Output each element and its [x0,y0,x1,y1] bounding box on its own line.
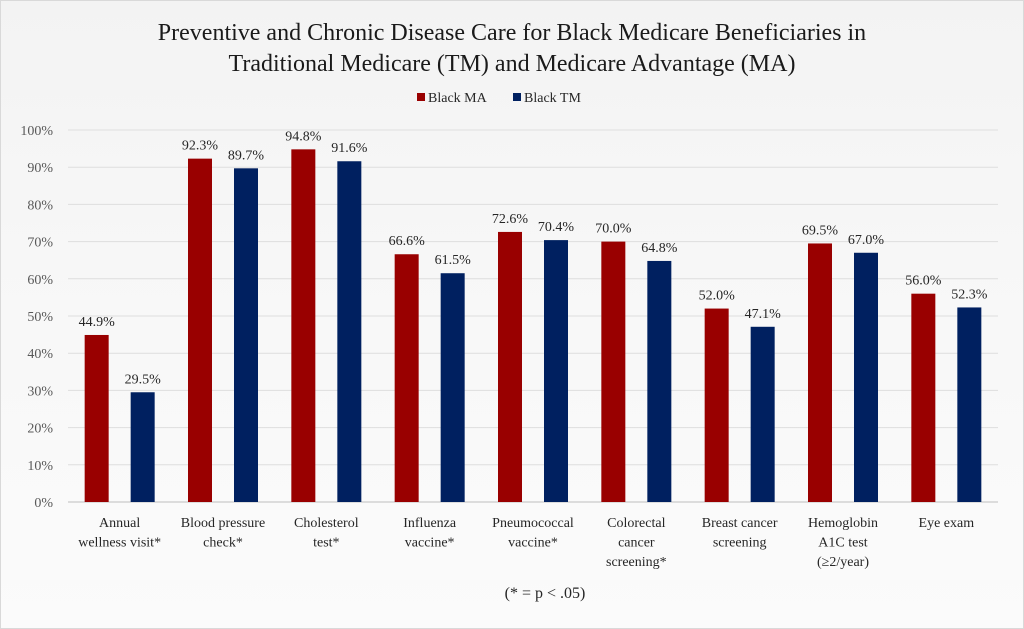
bar-black-ma [84,334,109,502]
data-label-black-tm: 61.5% [435,253,472,268]
y-tick-label: 70% [27,236,53,251]
bar-black-tm [957,307,982,502]
chart-title-line-2: Traditional Medicare (TM) and Medicare A… [229,51,796,77]
bar-black-tm [647,260,672,502]
data-label-black-tm: 70.4% [538,220,575,235]
data-label-black-ma: 52.0% [699,289,736,304]
x-category-label: (≥2/year) [817,555,869,570]
chart-title: Preventive and Chronic Disease Care for … [158,20,866,77]
legend-label-black-ma: Black MA [428,91,488,106]
data-label-black-ma: 94.8% [285,129,322,144]
data-label-black-tm: 89.7% [228,148,265,163]
x-category-label: wellness visit* [78,536,161,551]
chart-title-line-1: Preventive and Chronic Disease Care for … [158,20,866,46]
bar-black-tm [337,161,362,503]
bar-black-ma [601,241,626,502]
y-tick-label: 30% [27,384,53,399]
x-category-label: vaccine* [508,536,558,551]
data-label-black-tm: 47.1% [745,307,782,322]
y-tick-label: 60% [27,273,53,288]
bar-black-ma [188,158,212,503]
bar-black-tm [854,252,878,502]
y-tick-label: 50% [27,310,53,325]
x-category-label: Blood pressure [181,516,265,531]
data-label-black-tm: 67.0% [848,233,885,248]
bar-black-tm [440,273,465,502]
data-label-black-ma: 70.0% [595,222,632,237]
bar-black-tm [130,392,155,502]
data-label-black-tm: 91.6% [331,141,368,156]
legend: Black MA Black TM [417,91,581,106]
bar-black-ma [704,308,729,502]
bar-black-ma [394,254,419,502]
data-label-black-tm: 29.5% [125,372,162,387]
legend-label-black-tm: Black TM [524,91,581,106]
x-category-label: Hemoglobin [808,516,878,531]
x-category-label: check* [203,536,243,551]
data-label-black-ma: 56.0% [905,274,942,289]
bar-black-ma [911,293,936,502]
bar-black-ma [291,149,316,502]
x-category-label: screening [713,536,767,551]
significance-footnote: (* = p < .05) [505,585,586,602]
bar-black-ma [498,231,522,503]
data-label-black-ma: 72.6% [492,212,529,227]
x-category-label: vaccine* [405,536,455,551]
x-category-label: A1C test [818,536,868,551]
y-tick-label: 80% [27,198,53,213]
x-category-label: Cholesterol [294,516,359,531]
x-category-label: Influenza [403,516,457,531]
x-category-label: screening* [606,555,667,570]
bar-black-tm [544,240,568,502]
y-tick-label: 20% [27,422,53,437]
x-category-label: Breast cancer [702,516,778,531]
data-label-black-ma: 66.6% [389,234,426,249]
x-category-label: Pneumococcal [492,516,574,531]
y-tick-label: 40% [27,347,53,362]
bar-black-tm [234,168,258,503]
data-label-black-tm: 52.3% [951,287,988,302]
data-label-black-ma: 69.5% [802,223,839,238]
y-tick-label: 10% [27,459,53,474]
legend-swatch-black-tm [513,93,521,101]
data-label-black-ma: 92.3% [182,139,219,154]
x-category-label: Annual [99,516,140,531]
y-tick-label: 90% [27,161,53,176]
y-tick-label: 0% [34,496,53,511]
bar-black-ma [808,243,832,502]
data-label-black-tm: 64.8% [641,241,678,256]
x-category-label: Colorectal [607,516,665,531]
data-label-black-ma: 44.9% [79,315,116,330]
x-category-label: test* [313,536,339,551]
bar-black-tm [750,326,775,502]
x-category-label: Eye exam [919,516,975,531]
y-tick-label: 100% [20,124,53,139]
x-category-label: cancer [618,536,655,551]
legend-swatch-black-ma [417,93,425,101]
